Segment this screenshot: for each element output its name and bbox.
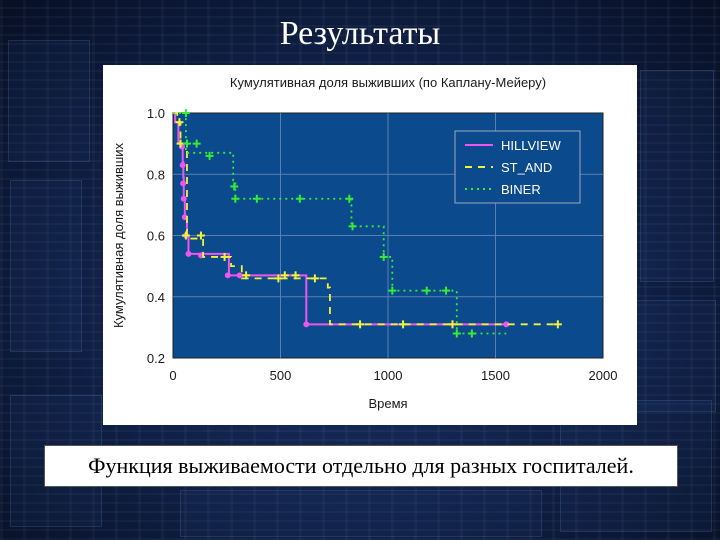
x-tick-label: 500 xyxy=(270,368,292,383)
data-point xyxy=(379,252,388,261)
data-point xyxy=(310,274,319,283)
slide-caption: Функция выживаемости отдельно для разных… xyxy=(44,445,678,487)
data-point xyxy=(452,329,461,338)
data-point xyxy=(192,139,201,148)
data-point xyxy=(220,252,229,261)
legend-label: HILLVIEW xyxy=(501,138,561,153)
data-point xyxy=(182,139,191,148)
data-point xyxy=(467,329,476,338)
chart-title: Кумулятивная доля выживших (по Каплану-М… xyxy=(230,75,546,90)
y-tick-label: 0.8 xyxy=(147,167,165,182)
x-tick-label: 0 xyxy=(169,368,176,383)
data-point xyxy=(180,180,187,187)
survival-chart: Кумулятивная доля выживших (по Каплану-М… xyxy=(111,75,618,411)
data-point xyxy=(348,222,357,231)
data-point xyxy=(274,274,283,283)
x-tick-label: 2000 xyxy=(589,368,618,383)
slide-title: Результаты xyxy=(279,15,441,52)
data-point xyxy=(388,286,397,295)
data-point xyxy=(503,321,510,328)
data-point xyxy=(399,320,408,329)
data-point xyxy=(448,320,457,329)
data-point xyxy=(291,271,300,280)
data-point xyxy=(295,194,304,203)
data-point xyxy=(180,195,187,202)
data-point xyxy=(175,118,184,127)
x-tick-label: 1500 xyxy=(481,368,510,383)
data-point xyxy=(179,162,186,169)
legend xyxy=(454,130,581,204)
data-point xyxy=(230,182,239,191)
data-point xyxy=(252,194,261,203)
legend-label: BINER xyxy=(501,182,541,197)
data-point xyxy=(185,250,192,257)
y-tick-label: 0.6 xyxy=(147,229,165,244)
data-point xyxy=(236,272,243,279)
data-point xyxy=(181,109,190,117)
x-tick-label: 1000 xyxy=(374,368,403,383)
data-point xyxy=(356,320,365,329)
data-point xyxy=(280,271,289,280)
data-point xyxy=(224,272,231,279)
data-point xyxy=(181,231,190,240)
y-axis-label: Кумулятивная доля выживших xyxy=(111,142,126,328)
data-point xyxy=(422,286,431,295)
y-tick-label: 0.4 xyxy=(147,290,165,305)
data-point xyxy=(553,320,562,329)
data-point xyxy=(196,231,205,240)
data-point xyxy=(345,194,354,203)
chart-figure: Кумулятивная доля выживших (по Каплану-М… xyxy=(103,65,637,425)
data-point xyxy=(205,151,214,160)
y-tick-label: 0.2 xyxy=(147,351,165,366)
x-axis-label: Время xyxy=(368,396,407,411)
y-tick-label: 1.0 xyxy=(147,106,165,121)
data-point xyxy=(303,321,310,328)
legend-label: ST_AND xyxy=(501,160,552,175)
data-point xyxy=(442,286,451,295)
data-point xyxy=(231,194,240,203)
data-point xyxy=(242,271,251,280)
